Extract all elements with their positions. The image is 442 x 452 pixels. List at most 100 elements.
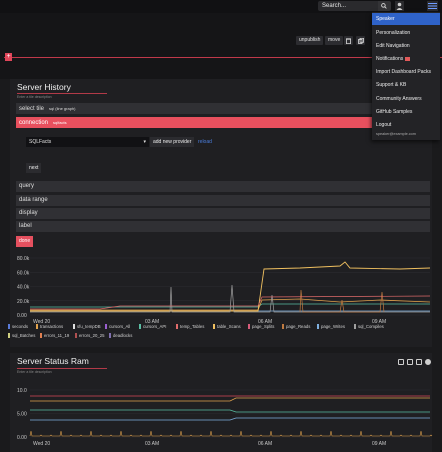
- menu-item-label: Speaker: [376, 16, 395, 22]
- legend-label: temp_Tables: [180, 324, 205, 329]
- series-line: [30, 409, 430, 413]
- legend-swatch: [105, 324, 107, 330]
- y-tick-label: 80.0k: [17, 256, 30, 262]
- user-button[interactable]: [395, 1, 404, 11]
- next-button[interactable]: next: [26, 163, 42, 173]
- menu-item-support-kb[interactable]: Support & KB: [372, 79, 440, 91]
- legend-label: sql_Batches: [12, 333, 36, 338]
- trash-button[interactable]: [344, 36, 353, 45]
- legend-item[interactable]: errors_11_19: [40, 333, 69, 339]
- legend-swatch: [36, 324, 38, 330]
- menu-item-label: Notifications: [376, 56, 404, 62]
- legend-item[interactable]: table_Scans: [213, 324, 241, 330]
- menu-item-community-answers[interactable]: Community Answers: [372, 93, 440, 105]
- reload-link[interactable]: reload: [198, 139, 212, 145]
- legend-item[interactable]: transactions: [36, 324, 64, 330]
- menu-item-edit-navigation[interactable]: Edit Navigation: [372, 40, 440, 52]
- legend-item[interactable]: seconds: [8, 324, 28, 330]
- legend-item[interactable]: page_Writes: [317, 324, 346, 330]
- y-tick-label: 0.00: [17, 435, 27, 441]
- connection-value: sqlfacts: [53, 120, 67, 125]
- legend-item[interactable]: page_Splits: [248, 324, 274, 330]
- legend-swatch: [109, 333, 111, 339]
- select-tile-row[interactable]: select tile sql (line graph): [16, 103, 430, 114]
- legend-label: deadlocks: [113, 333, 133, 338]
- legend-item[interactable]: cursors_API: [139, 324, 166, 330]
- menu-button[interactable]: [427, 1, 438, 11]
- legend-label: transactions: [40, 324, 64, 329]
- menu-item-label: Logout: [376, 122, 392, 128]
- legend-item[interactable]: errors_20_25: [75, 333, 105, 339]
- x-tick-label: Wed 20: [33, 441, 50, 447]
- series-line: [30, 284, 430, 313]
- legend-label: page_Writes: [321, 324, 346, 329]
- menu-item-speaker[interactable]: Speaker: [372, 13, 440, 25]
- columns-icon[interactable]: [407, 359, 413, 365]
- query-label: query: [19, 183, 35, 189]
- display-row[interactable]: display: [16, 208, 430, 219]
- legend-label: sfu_tempDB: [77, 324, 101, 329]
- add-row-button[interactable]: +: [5, 53, 12, 61]
- copy-icon[interactable]: [416, 359, 422, 365]
- tile-description[interactable]: Enter a tile description: [17, 95, 52, 99]
- search-button[interactable]: [378, 1, 391, 11]
- panel-title[interactable]: Server Status Ram: [17, 356, 89, 366]
- copy-icon: [357, 37, 364, 44]
- legend-item[interactable]: sfu_tempDB: [73, 324, 101, 330]
- y-tick-label: 10.0: [17, 388, 27, 394]
- data-range-row[interactable]: data range: [16, 195, 430, 206]
- label-row[interactable]: label: [16, 221, 430, 232]
- select-tile-label: select tile: [19, 106, 45, 112]
- provider-select[interactable]: SQLFacts ▾: [26, 137, 149, 147]
- menu-item-github-samples[interactable]: GitHub Samples: [372, 106, 440, 118]
- y-tick-label: 5.00: [17, 412, 27, 418]
- menu-item-import-dashboard-packs[interactable]: Import Dashboard Packs: [372, 66, 440, 78]
- data-range-label: data range: [19, 197, 48, 203]
- unpublish-button[interactable]: unpublish: [296, 36, 324, 45]
- tile-description[interactable]: Enter a tile description: [17, 370, 52, 374]
- legend-item[interactable]: temp_Tables: [176, 324, 205, 330]
- user-icon: [396, 2, 403, 10]
- menu-item-label: Support & KB: [376, 82, 407, 88]
- legend-item[interactable]: page_Reads: [282, 324, 311, 330]
- search-icon: [381, 3, 387, 9]
- menu-item-personalization[interactable]: Personalization: [372, 27, 440, 39]
- menu-item-notifications[interactable]: Notifications: [372, 53, 440, 65]
- x-tick-label: 06 AM: [258, 441, 272, 447]
- menu-item-label: Community Answers: [376, 96, 422, 102]
- legend-label: page_Reads: [286, 324, 311, 329]
- legend-label: table_Scans: [217, 324, 241, 329]
- query-row[interactable]: query: [16, 181, 430, 192]
- legend-swatch: [354, 324, 356, 330]
- dropdown-footer: speaker@example.com: [376, 132, 416, 136]
- legend-swatch: [248, 324, 250, 330]
- legend-item[interactable]: cursors_All: [105, 324, 130, 330]
- add-provider-button[interactable]: add new provider: [150, 137, 195, 147]
- series-line: [30, 397, 430, 402]
- legend-swatch: [75, 333, 77, 339]
- legend-item[interactable]: deadlocks: [109, 333, 133, 339]
- move-button[interactable]: move: [325, 36, 344, 45]
- menu-item-logout[interactable]: Logout: [372, 119, 440, 131]
- legend-item[interactable]: sql_Batches: [8, 333, 36, 339]
- gear-icon[interactable]: [425, 359, 431, 365]
- connection-row[interactable]: connection sqlfacts: [16, 117, 430, 128]
- trash-icon[interactable]: [398, 359, 404, 365]
- y-tick-label: 0.00: [17, 313, 27, 319]
- trash-icon: [346, 37, 351, 44]
- legend-swatch: [8, 333, 10, 339]
- search-input[interactable]: Search...: [318, 1, 390, 11]
- y-tick-label: 60.0k: [17, 270, 30, 276]
- copy-button[interactable]: [356, 36, 365, 45]
- panel-title[interactable]: Server History: [17, 82, 71, 92]
- done-button[interactable]: done: [16, 236, 34, 247]
- search-placeholder: Search...: [322, 3, 347, 9]
- dashboard-toolbar-band: [0, 13, 442, 79]
- legend-swatch: [213, 324, 215, 330]
- legend-item[interactable]: sql_Compiles: [354, 324, 384, 330]
- top-bar: Search...: [0, 0, 442, 13]
- select-tile-value: sql (line graph): [49, 106, 76, 111]
- menu-item-label: GitHub Samples: [376, 109, 413, 115]
